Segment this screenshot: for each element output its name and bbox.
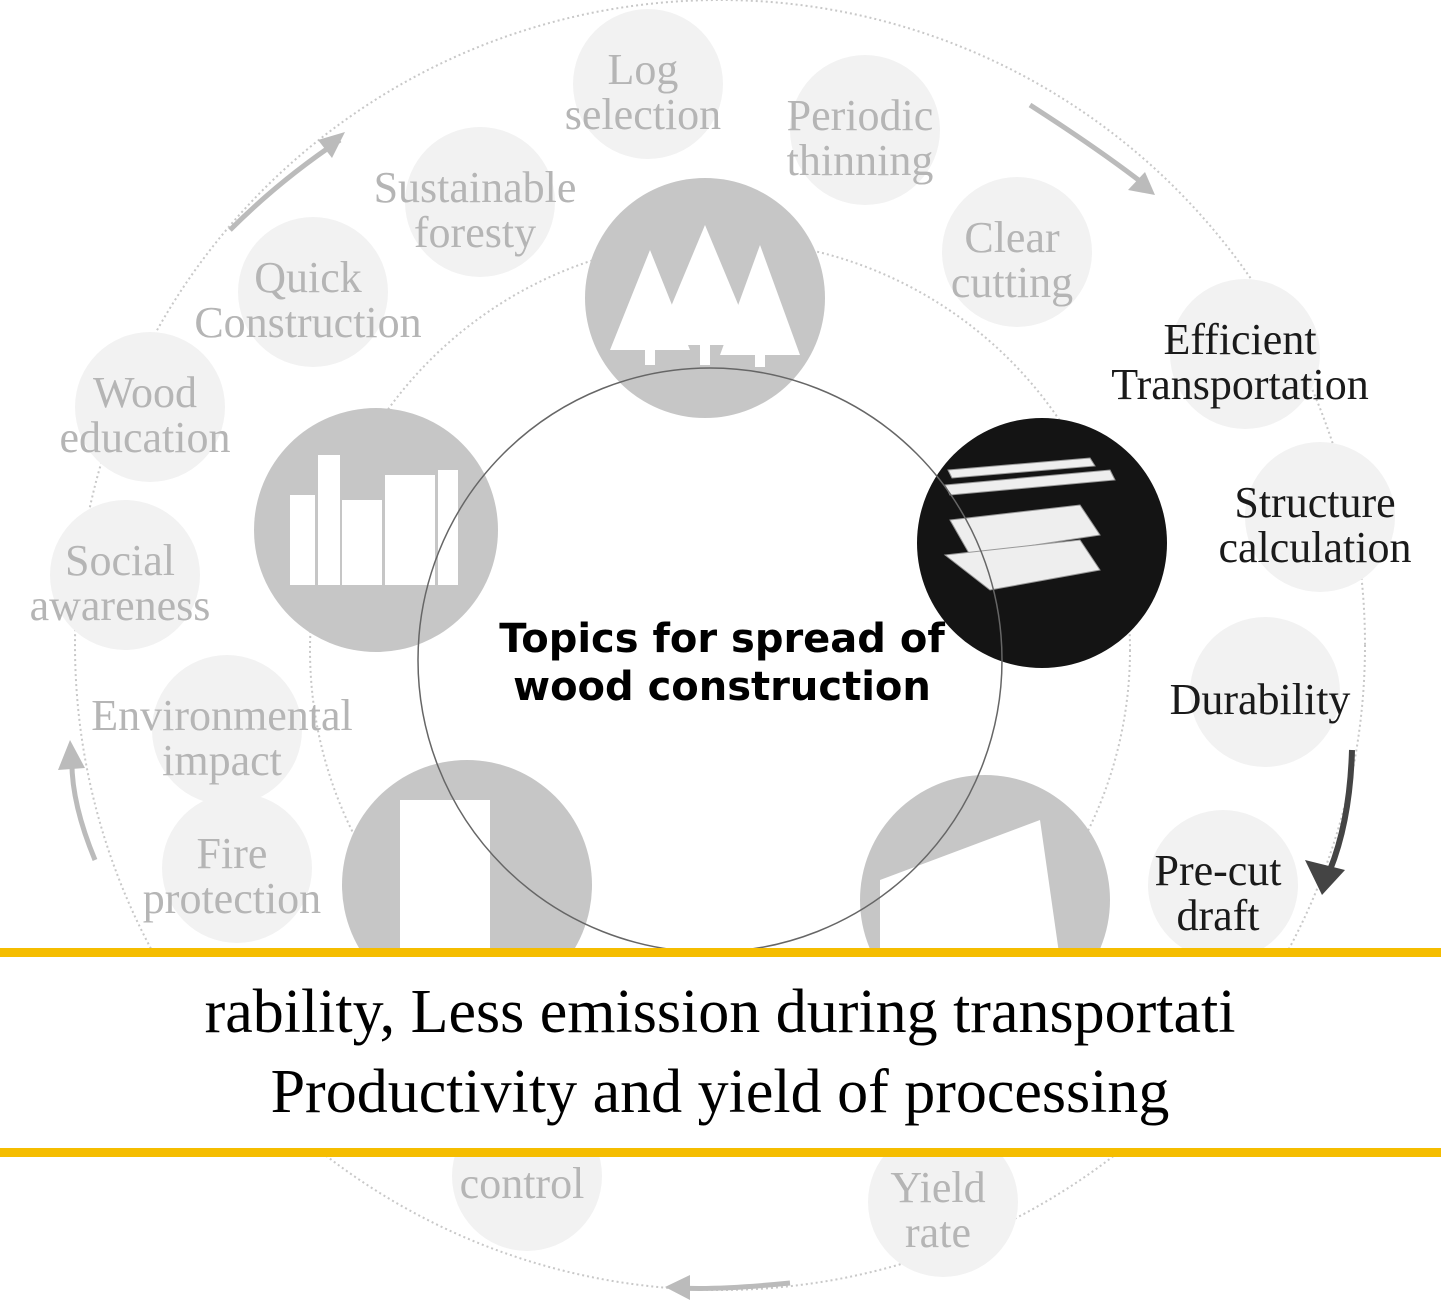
dark-arrow [1327,749,1355,872]
icon-circles [254,178,1167,1025]
tower-icon [400,800,490,950]
topic-label: Efficient [1163,315,1316,364]
topic-label: Pre-cut [1154,846,1281,895]
topic-label: Wood [93,368,197,417]
label-bubble [238,217,388,367]
trees-icon [610,225,800,367]
label-bubble [162,793,312,943]
label-bubble [1245,442,1395,592]
label-bubbles [50,9,1395,1277]
topic-label: Environmental [91,691,353,740]
topic-label: protection [143,874,321,923]
topic-label: Structure [1234,478,1395,527]
topic-label: control [460,1159,585,1208]
banner-text: Productivity and yield of processing [271,1058,1170,1126]
label-bubble [1170,279,1320,429]
topic-label: foresty [414,208,536,257]
arrow [679,1280,791,1291]
label-bubble [152,655,302,805]
outer-ring [74,0,1366,1291]
topic-label: Durability [1170,675,1351,724]
banner-rule [0,948,1441,957]
label-bubble [405,127,555,277]
topic-label: Quick [254,253,362,302]
arrows [58,102,1155,1300]
topic-label: Sustainable [374,163,577,212]
topic-label: calculation [1218,523,1411,572]
arrow [69,754,98,861]
label-bubble [573,9,723,159]
topic-label: Transportation [1111,360,1369,409]
timber-icon [943,457,1116,591]
topic-label: rate [905,1208,971,1257]
label-bubble [75,332,225,482]
center-label: Topics for spread of wood construction [499,616,945,710]
label-bubble [942,177,1092,327]
topic-label: Fire [197,829,268,878]
topic-label: Log [608,45,679,94]
topic-label: education [59,413,230,462]
label-bubble [790,55,940,205]
banner-rule [0,1148,1441,1157]
topic-label: impact [162,736,282,785]
topic-label: selection [565,90,721,139]
dark-arrow-head [1305,860,1345,895]
center-text: Topics for spread of [499,616,945,662]
buildings-icon [290,455,458,585]
topic-label: awareness [30,581,211,630]
topic-label: Clear [964,213,1060,262]
banner-text: rability, Less emission during transport… [205,978,1236,1046]
topic-label: thinning [787,136,934,185]
arrow [228,137,342,232]
center-text: wood construction [513,664,931,710]
topic-label: Periodic [787,91,934,140]
label-bubble [1148,810,1298,960]
house-icon [880,820,1060,960]
topic-label: Construction [194,298,421,347]
label-bubble [868,1127,1018,1277]
banner: rability, Less emission during transport… [0,948,1441,1157]
label-bubble [1190,617,1340,767]
banner-bg [0,950,1441,1155]
topic-label: cutting [951,258,1073,307]
topic-label: Social [65,536,175,585]
arrow [1028,102,1147,187]
topic-label: draft [1176,891,1259,940]
topic-label: Yield [890,1163,985,1212]
label-bubble [50,500,200,650]
